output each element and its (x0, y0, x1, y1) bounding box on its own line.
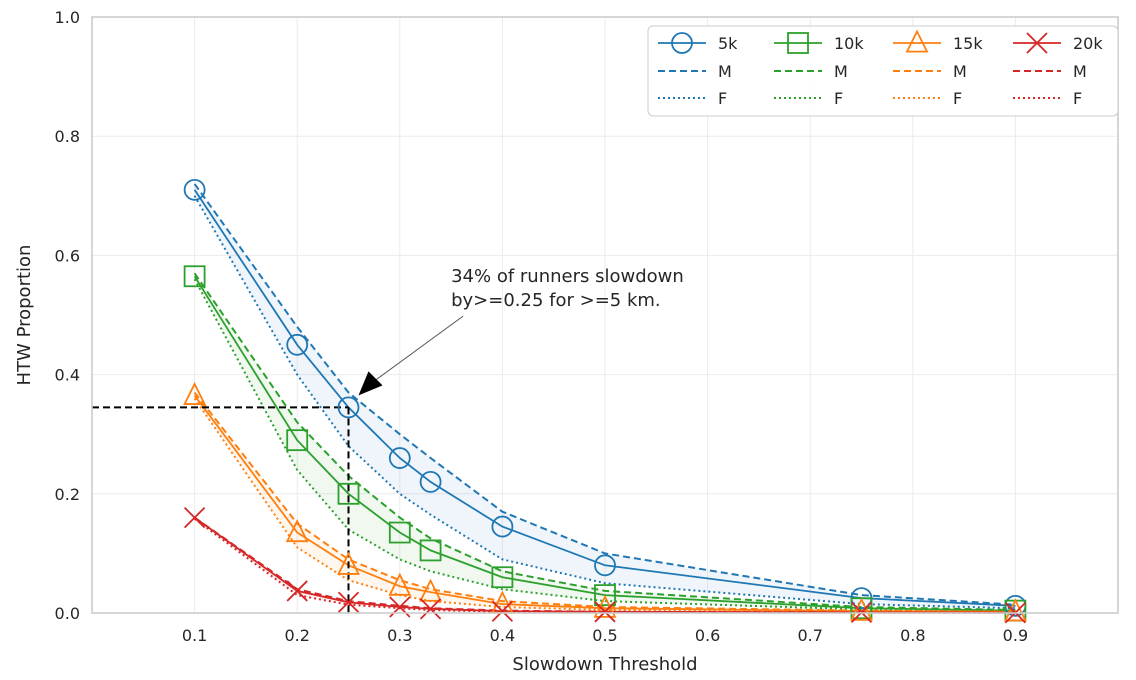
legend-marker-20k (1026, 32, 1048, 54)
x-tick-label: 0.1 (182, 626, 207, 645)
legend-label-female: F (834, 89, 843, 108)
legend-label-5k: 5k (718, 34, 738, 53)
marker-15k (388, 572, 412, 596)
legend-label-20k: 20k (1073, 34, 1103, 53)
x-tick-label: 0.7 (797, 626, 822, 645)
line-5k (193, 189, 1016, 607)
y-tick-label: 0.6 (55, 246, 80, 265)
marker-20k (183, 507, 206, 529)
y-tick-label: 1.0 (55, 8, 80, 27)
legend-label-male: M (718, 62, 732, 81)
marker-5k (183, 178, 206, 201)
x-tick-label: 0.2 (284, 626, 309, 645)
legend-box (647, 25, 1119, 117)
annotation: 34% of runners slowdown by>=0.25 for >=5 … (358, 266, 684, 396)
x-axis-label: Slowdown Threshold (512, 654, 697, 675)
marker-20k (419, 598, 442, 620)
line-20k-female (194, 517, 1016, 614)
line-5k-male (193, 183, 1016, 606)
marker-20k (491, 600, 514, 622)
x-tick-label: 0.4 (490, 626, 515, 645)
line-5k-female (193, 195, 1016, 610)
legend-label-male: M (834, 62, 848, 81)
line-15k (193, 394, 1016, 613)
marker-5k (337, 396, 360, 419)
band-10k (194, 273, 1016, 612)
legend-marker-15k (905, 29, 929, 53)
marker-10k (594, 584, 616, 607)
marker-15k (337, 551, 360, 575)
marker-15k (183, 381, 207, 405)
marker-10k (337, 482, 360, 505)
y-tick-label: 0.4 (55, 366, 80, 385)
y-axis-ticks: 0.0 0.2 0.4 0.6 0.8 1.0 (55, 8, 80, 623)
legend-marker-10k (787, 32, 809, 54)
annotation-line-1: 34% of runners slowdown (451, 266, 684, 287)
annotation-line-2: by>=0.25 for >=5 km. (451, 290, 661, 311)
marker-10k (491, 566, 514, 589)
marker-15k (1003, 598, 1027, 622)
marker-10k (183, 265, 206, 288)
marker-10k (388, 521, 411, 544)
marker-5k (388, 447, 411, 469)
y-tick-label: 0.8 (55, 127, 80, 146)
marker-20k (337, 591, 360, 613)
x-tick-label: 0.8 (900, 626, 925, 645)
line-10k-male (193, 272, 1016, 611)
plot-frame (91, 16, 1119, 614)
legend-marker-5k (671, 32, 693, 54)
x-axis-ticks: 0.1 0.2 0.3 0.4 0.5 0.6 0.7 0.8 0.9 (182, 626, 1028, 645)
marker-5k (286, 333, 309, 356)
marker-5k (491, 515, 514, 538)
annotation-arrow-shaft (376, 315, 464, 380)
marker-15k (850, 597, 873, 621)
x-tick-label: 0.5 (592, 626, 617, 645)
y-axis-label: HTW Proportion (14, 245, 35, 386)
legend-label-female: F (953, 89, 962, 108)
marker-20k (286, 580, 308, 602)
legend-label-male: M (1073, 62, 1087, 81)
y-tick-label: 0.0 (55, 604, 80, 623)
marker-15k (419, 578, 443, 602)
marker-5k (594, 554, 616, 577)
x-tick-label: 0.9 (1003, 626, 1028, 645)
marker-10k (419, 539, 442, 562)
reference-lines (92, 406, 350, 613)
legend-label-female: F (718, 89, 727, 108)
legend-label-male: M (953, 62, 967, 81)
x-tick-label: 0.6 (695, 626, 720, 645)
marker-5k (419, 470, 442, 493)
legend-label-female: F (1073, 89, 1082, 108)
legend-label-15k: 15k (953, 34, 983, 53)
line-10k-female (193, 278, 1016, 613)
x-tick-label: 0.3 (387, 626, 412, 645)
marker-20k (594, 601, 616, 623)
annotation-arrow-head (358, 371, 383, 396)
line-10k (193, 275, 1016, 612)
marker-15k (285, 519, 309, 543)
marker-10k (286, 429, 309, 452)
sex-range-bands (194, 183, 1016, 613)
legend-label-10k: 10k (834, 34, 864, 53)
y-tick-label: 0.2 (55, 485, 80, 504)
